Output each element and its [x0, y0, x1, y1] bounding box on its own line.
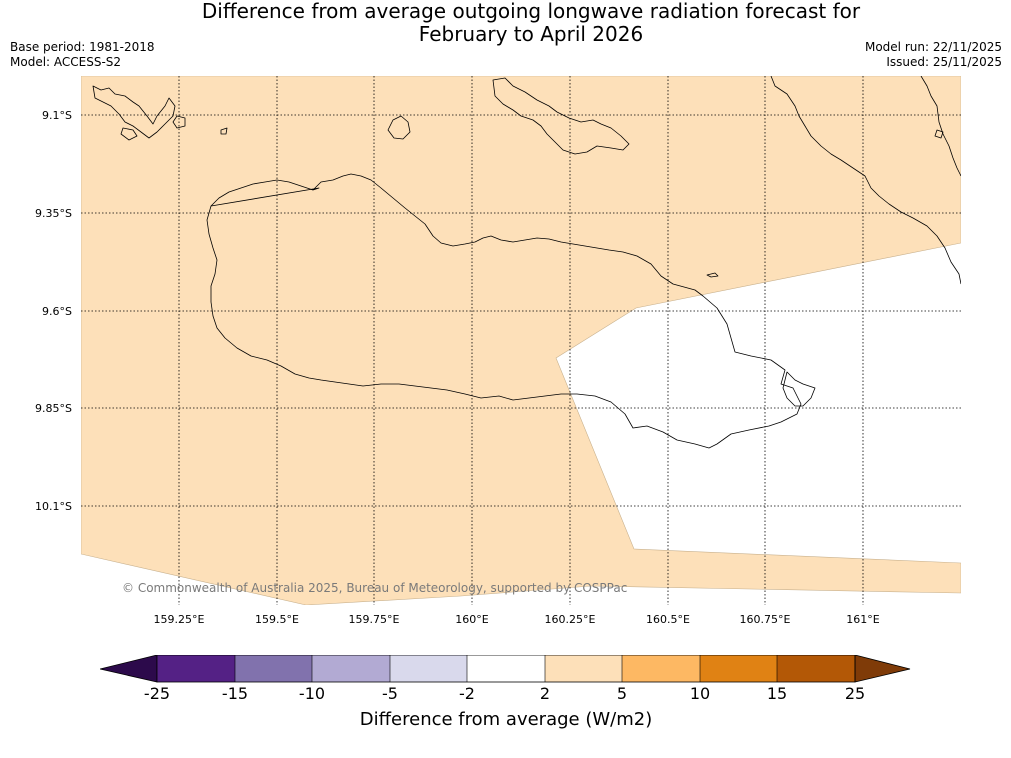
- lon-label-160: 160°E: [455, 613, 489, 626]
- copyright-credit: © Commonwealth of Australia 2025, Bureau…: [122, 581, 628, 595]
- title-line-1: Difference from average outgoing longwav…: [201, 0, 861, 23]
- lon-label-161: 161°E: [846, 613, 880, 626]
- colorbar-bin-minus-15-to-minus-10: [235, 655, 312, 682]
- shaded-region-2-to-5: [81, 76, 961, 605]
- colorbar-tick: 15: [766, 684, 788, 703]
- meta-left: Base period: 1981-2018 Model: ACCESS-S2: [10, 40, 155, 70]
- colorbar-tick: -5: [382, 684, 398, 703]
- guadalcanal-coastline: [206, 173, 802, 449]
- colorbar-bin-below-minus-25: [99, 654, 158, 683]
- lat-label-9-1: 9.1°S: [42, 109, 72, 122]
- colorbar-tick: -2: [459, 684, 475, 703]
- map-area: [81, 76, 961, 605]
- map-svg: [81, 76, 961, 605]
- colorbar-tick: 5: [616, 684, 628, 703]
- gridlines: [81, 76, 961, 605]
- colorbar-bin-minus-5-to-minus-2: [390, 655, 467, 682]
- marau-islets-coastline: [782, 371, 816, 407]
- russell-islands-coastline-4: [220, 127, 228, 135]
- lon-label-159-25: 159.25°E: [153, 613, 205, 626]
- lon-label-160-75: 160.75°E: [739, 613, 791, 626]
- title-line-2: February to April 2026: [418, 22, 644, 46]
- colorbar-bin-2-to-5: [545, 655, 622, 682]
- colorbar-title: Difference from average (W/m2): [359, 709, 653, 730]
- colorbar-tick: 25: [844, 684, 866, 703]
- model-run-text: Model run: 22/11/2025: [864, 40, 1002, 54]
- colorbar-bin-minus-2-to-2: [467, 655, 545, 682]
- colorbar-tick: 2: [539, 684, 551, 703]
- guadalcanal-west-coast: [210, 179, 314, 207]
- colorbar-svg: [99, 654, 911, 683]
- colorbar-tick: -10: [298, 684, 326, 703]
- islet-coastline: [706, 272, 719, 278]
- colorbar-bin-minus-25-to-minus-15: [157, 655, 235, 682]
- lon-label-159-5: 159.5°E: [255, 613, 299, 626]
- colorbar-bin-above-25: [854, 654, 911, 683]
- lon-label-160-25: 160.25°E: [544, 613, 596, 626]
- russell-islands-coastline: [92, 85, 176, 139]
- malaita-north-coastline: [920, 76, 961, 177]
- issued-text: Issued: 25/11/2025: [886, 55, 1002, 69]
- russell-islands-coastline-3: [172, 115, 186, 129]
- malaita-coastline: [770, 76, 961, 285]
- florida-islands-coastline: [492, 77, 630, 155]
- russell-islands-coastline-2: [120, 127, 138, 141]
- lat-label-10-1: 10.1°S: [35, 500, 72, 513]
- malaita-islet-coastline: [934, 129, 944, 139]
- lon-label-159-75: 159.75°E: [348, 613, 400, 626]
- colorbar-tick: -15: [221, 684, 249, 703]
- colorbar-outline: [156, 654, 856, 683]
- meta-right: Model run: 22/11/2025 Issued: 25/11/2025: [865, 40, 1002, 70]
- colorbar: [99, 654, 912, 687]
- base-period-text: Base period: 1981-2018: [10, 40, 155, 54]
- colorbar-bin-15-to-25: [777, 655, 855, 682]
- coastlines: [92, 76, 961, 449]
- colorbar-bin-5-to-10: [622, 655, 700, 682]
- lat-label-9-6: 9.6°S: [42, 305, 72, 318]
- lon-label-160-5: 160.5°E: [646, 613, 690, 626]
- lat-label-9-35: 9.35°S: [35, 207, 72, 220]
- model-text: Model: ACCESS-S2: [10, 55, 122, 69]
- colorbar-bin-10-to-15: [700, 655, 777, 682]
- colorbar-bin-minus-10-to-minus-5: [312, 655, 390, 682]
- colorbar-dividers: [234, 655, 778, 682]
- map-title: Difference from average outgoing longwav…: [0, 0, 1011, 46]
- lat-label-9-85: 9.85°S: [35, 402, 72, 415]
- colorbar-tick: -25: [143, 684, 171, 703]
- savo-island-coastline: [387, 115, 411, 140]
- colorbar-tick: 10: [689, 684, 711, 703]
